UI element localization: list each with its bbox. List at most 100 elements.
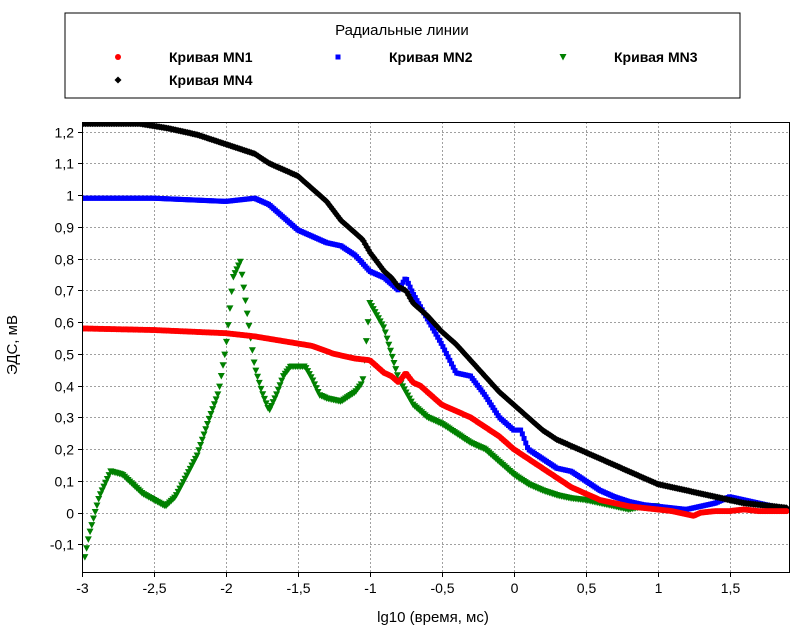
data-point: [210, 401, 218, 408]
y-tick-label: 0,1: [55, 474, 75, 490]
y-tick-label: 0,6: [55, 315, 75, 331]
data-point: [228, 288, 236, 296]
data-point: [217, 372, 225, 380]
data-point: [436, 337, 442, 343]
data-point: [260, 395, 268, 403]
data-point: [416, 301, 422, 307]
data-point: [236, 258, 244, 266]
x-tick-label: 0,5: [577, 580, 597, 596]
x-tick-label: -1,5: [286, 580, 310, 596]
data-point: [84, 536, 92, 543]
data-point: [311, 381, 319, 388]
data-point: [380, 324, 388, 331]
x-tick-label: 1: [655, 580, 663, 596]
data-point: [487, 399, 493, 405]
y-axis-ticks: -0,1 0 0,1 0,2 0,3 0,4 0,5 0,6 0,7 0,8 0,9 1 1,1 1,2: [50, 125, 82, 553]
data-point: [783, 508, 790, 515]
data-point: [307, 374, 315, 381]
data-point: [485, 397, 491, 403]
data-point: [250, 359, 258, 366]
data-point: [93, 502, 101, 509]
data-point: [390, 359, 398, 367]
data-point: [214, 391, 222, 398]
data-point: [226, 305, 234, 312]
x-tick-label: -3: [76, 580, 89, 596]
legend-entry-4: Кривая MN4: [114, 72, 253, 88]
data-point: [405, 280, 411, 286]
legend-entry-2: Кривая MN2: [335, 49, 473, 65]
y-tick-label: 0,2: [55, 442, 75, 458]
data-point: [241, 297, 249, 305]
data-point: [519, 431, 525, 437]
legend-entry-3: Кривая MN3: [559, 49, 698, 65]
data-point: [412, 295, 418, 301]
y-tick-label: 0,7: [55, 283, 75, 299]
x-tick-label: 0: [511, 580, 519, 596]
data-point: [216, 383, 224, 391]
data-point: [309, 377, 317, 385]
y-axis-title: ЭДС, мВ: [4, 315, 21, 375]
x-tick-label: -2: [220, 580, 233, 596]
data-point: [252, 367, 260, 375]
data-point: [438, 340, 444, 346]
data-point: [83, 545, 91, 552]
legend-label: Кривая MN3: [614, 49, 698, 65]
data-point: [440, 344, 446, 350]
data-point: [523, 440, 529, 446]
y-tick-label: 0,4: [55, 379, 75, 395]
series-layer: [82, 122, 790, 561]
data-point: [195, 447, 203, 454]
plot-background: [82, 122, 790, 573]
data-point: [442, 347, 448, 353]
series-4: [82, 122, 790, 512]
data-point: [259, 391, 267, 398]
legend-title: Радиальные линии: [335, 22, 469, 39]
data-point: [359, 376, 367, 383]
data-point: [407, 284, 413, 290]
x-tick-label: -1: [364, 580, 377, 596]
data-point: [433, 331, 439, 337]
data-point: [212, 396, 220, 403]
data-point: [409, 288, 415, 294]
data-point: [435, 334, 441, 340]
data-point: [430, 325, 436, 331]
y-tick-label: -0,1: [50, 537, 74, 553]
data-point: [392, 366, 400, 373]
y-tick-label: 0,5: [55, 347, 75, 363]
data-point: [222, 338, 230, 346]
data-point: [255, 379, 263, 387]
data-point: [449, 361, 455, 367]
y-tick-label: 1: [66, 188, 74, 204]
data-point: [492, 407, 498, 413]
legend-marker: [335, 54, 341, 60]
data-point: [197, 442, 205, 449]
y-tick-label: 1,2: [55, 125, 75, 141]
data-point: [207, 411, 215, 418]
y-tick-label: 0,3: [55, 410, 75, 426]
x-tick-label: -0,5: [430, 580, 454, 596]
series-3: [82, 258, 660, 561]
data-point: [205, 415, 213, 423]
data-point: [431, 328, 437, 334]
data-point: [198, 436, 206, 444]
data-point: [362, 338, 370, 345]
data-point: [202, 426, 210, 433]
data-point: [488, 402, 494, 408]
data-point: [82, 554, 89, 561]
x-tick-label: 1,5: [721, 580, 741, 596]
data-point: [86, 528, 94, 536]
y-tick-label: 0,9: [55, 220, 75, 236]
data-point: [493, 410, 499, 416]
y-tick-label: 0: [66, 506, 74, 522]
data-point: [243, 310, 251, 318]
plot-area: -3 -2,5 -2 -1,5 -1 -0,5 0 0,5 1 1,5 -0,1 0 0,1 0,2 0,…: [50, 122, 790, 596]
series-1: [82, 325, 790, 519]
data-point: [357, 381, 365, 388]
legend-marker: [114, 76, 122, 84]
data-point: [414, 298, 420, 304]
data-point: [364, 319, 372, 326]
data-point: [518, 427, 524, 433]
y-tick-label: 1,1: [55, 156, 75, 172]
data-point: [257, 385, 265, 393]
data-point: [238, 271, 246, 279]
